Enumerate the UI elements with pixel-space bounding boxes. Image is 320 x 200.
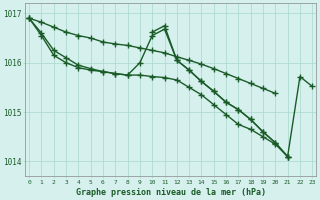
- X-axis label: Graphe pression niveau de la mer (hPa): Graphe pression niveau de la mer (hPa): [76, 188, 266, 197]
